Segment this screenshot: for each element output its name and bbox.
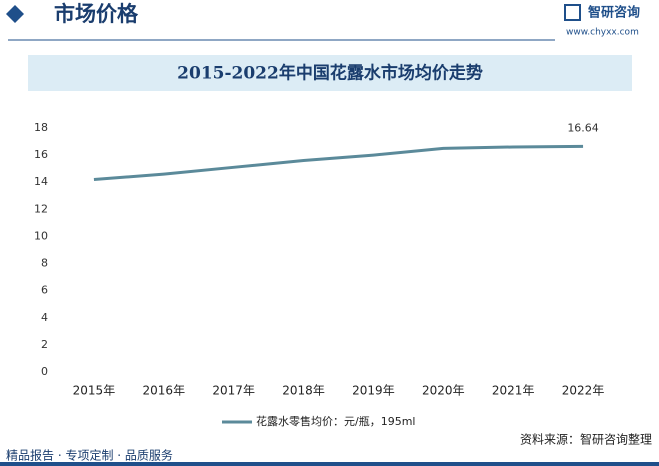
footer-text: 精品报告 · 专项定制 · 品质服务: [6, 448, 173, 463]
x-tick-label: 2020年: [422, 384, 465, 398]
source: 资料来源：智研咨询整理: [520, 432, 652, 447]
y-tick-label: 14: [34, 175, 48, 188]
data-label: 16.64: [567, 121, 599, 134]
brand-url: www.chyxx.com: [566, 28, 639, 38]
x-tick-label: 2015年: [73, 384, 116, 398]
x-tick-label: 2021年: [492, 384, 535, 398]
x-tick-label: 2019年: [352, 384, 395, 398]
y-tick-label: 16: [34, 148, 48, 161]
y-tick-label: 6: [41, 284, 48, 297]
y-tick-label: 2: [41, 338, 48, 351]
x-tick-label: 2018年: [282, 384, 325, 398]
y-tick-label: 18: [34, 121, 48, 134]
y-tick-label: 8: [41, 257, 48, 270]
diamond-icon: [6, 5, 24, 23]
title-bar: [28, 55, 632, 91]
line: [93, 144, 584, 182]
section-title: 市场价格: [54, 2, 139, 26]
brand-name: 智研咨询: [588, 5, 640, 21]
chart-title: 2015-2022年中国花露水市场均价走势: [177, 63, 483, 84]
y-tick-label: 0: [41, 365, 48, 378]
legend-label: 花露水零售均价：元/瓶，195ml: [256, 414, 415, 428]
x-tick-label: 2016年: [143, 384, 186, 398]
y-tick-label: 12: [34, 202, 48, 215]
footer-bar: [0, 462, 659, 466]
y-tick-label: 4: [41, 311, 48, 324]
y-tick-label: 10: [34, 229, 48, 242]
x-tick-label: 2022年: [562, 384, 605, 398]
x-tick-label: 2017年: [212, 384, 255, 398]
brand-logo: [564, 4, 581, 21]
